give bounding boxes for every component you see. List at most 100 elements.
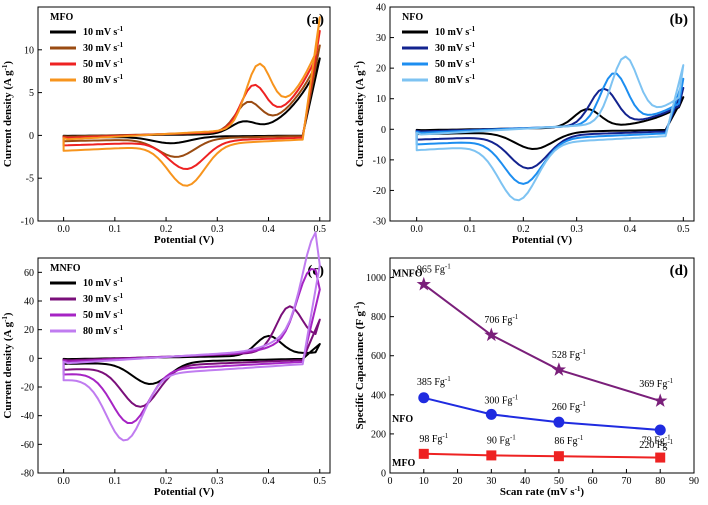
series-line-MNFO bbox=[423, 283, 661, 402]
y-tick-label: -20 bbox=[373, 186, 386, 197]
y-tick-label: 5 bbox=[29, 88, 34, 99]
data-point bbox=[553, 416, 565, 428]
y-tick-label: -40 bbox=[21, 411, 34, 422]
x-tick-label: 90 bbox=[689, 476, 699, 487]
x-tick-label: 0.4 bbox=[262, 476, 275, 487]
series-line-MFO bbox=[423, 452, 661, 459]
sample-label: MNFO bbox=[50, 263, 81, 274]
legend-label: 30 mV s-1 bbox=[435, 41, 476, 54]
legend-label: 30 mV s-1 bbox=[83, 41, 124, 54]
x-tick-label: 60 bbox=[588, 476, 598, 487]
x-axis-label: Scan rate (mV s-1) bbox=[500, 485, 585, 498]
legend-label: 50 mV s-1 bbox=[435, 57, 476, 70]
data-point bbox=[553, 451, 564, 462]
data-point bbox=[484, 327, 499, 342]
x-tick-label: 0.0 bbox=[410, 224, 423, 235]
y-axis-label: Specific Capacitance (F g-1) bbox=[353, 301, 366, 429]
series-name-label: MNFO bbox=[392, 268, 423, 279]
panel-d: 0 10 20 30 40 50 60 70 80 90 0 200 400 600 800 1000 Scan… bbox=[353, 257, 699, 498]
panel-label: (b) bbox=[670, 12, 688, 28]
panel-a: 0.0 0.1 0.2 0.3 0.4 0.5 -10 -5 0 5 10 Potential (V)… bbox=[1, 6, 331, 246]
x-tick-label: 0.1 bbox=[109, 224, 122, 235]
x-tick-label: 40 bbox=[520, 476, 530, 487]
y-tick-label: 40 bbox=[24, 297, 34, 308]
data-label: 369 Fg-1 bbox=[639, 377, 673, 390]
legend-label: 10 mV s-1 bbox=[83, 276, 124, 289]
y-tick-label: -10 bbox=[373, 155, 386, 166]
cv-curve-80mV bbox=[62, 231, 321, 442]
data-point bbox=[485, 408, 497, 420]
y-tick-label: 0 bbox=[29, 131, 34, 142]
legend-label: 80 mV s-1 bbox=[83, 73, 124, 86]
x-tick-label: 10 bbox=[419, 476, 429, 487]
y-tick-label: -80 bbox=[21, 469, 34, 480]
plot-frame bbox=[37, 6, 331, 222]
y-tick-label: 600 bbox=[371, 351, 386, 362]
data-label: 98 Fg-1 bbox=[419, 432, 448, 445]
y-tick-label: -20 bbox=[21, 383, 34, 394]
y-tick-label: 0 bbox=[381, 469, 386, 480]
legend-label: 10 mV s-1 bbox=[83, 25, 124, 38]
cv-curve-10mV bbox=[415, 96, 685, 150]
y-tick-label: 1000 bbox=[366, 273, 386, 284]
x-tick-label: 0.4 bbox=[624, 224, 637, 235]
panel-label: (d) bbox=[670, 263, 688, 279]
data-point bbox=[654, 424, 666, 436]
cv-curve-50mV bbox=[62, 268, 321, 424]
y-tick-label: 10 bbox=[24, 45, 34, 56]
y-axis-label: Current density (A g-1) bbox=[353, 61, 366, 168]
data-point bbox=[653, 393, 668, 407]
legend-label: 80 mV s-1 bbox=[83, 324, 124, 337]
y-tick-label: -10 bbox=[21, 217, 34, 228]
x-tick-label: 0.1 bbox=[109, 476, 122, 487]
x-tick-label: 0.5 bbox=[314, 224, 327, 235]
x-tick-label: 0.4 bbox=[262, 224, 275, 235]
series-line-NFO bbox=[423, 396, 661, 431]
y-tick-label: -30 bbox=[373, 217, 386, 228]
plot-frame bbox=[389, 6, 695, 222]
data-label: 220 Fg-1 bbox=[639, 438, 673, 451]
y-tick-label: 60 bbox=[24, 268, 34, 279]
x-axis-label: Potential (V) bbox=[512, 234, 573, 246]
x-tick-label: 70 bbox=[621, 476, 631, 487]
x-axis-label: Potential (V) bbox=[154, 486, 215, 498]
cv-curve-80mV bbox=[415, 55, 685, 202]
data-label: 260 Fg-1 bbox=[552, 400, 586, 413]
panel-label: (a) bbox=[307, 12, 325, 28]
x-tick-label: 0.3 bbox=[211, 224, 224, 235]
x-tick-label: 0.3 bbox=[570, 224, 583, 235]
data-point bbox=[551, 362, 566, 376]
y-tick-label: 20 bbox=[24, 325, 34, 336]
panel-c: 0.0 0.1 0.2 0.3 0.4 0.5 -80 -60 -40 -20 0 20 40 60 Pot… bbox=[1, 231, 331, 498]
y-tick-label: -60 bbox=[21, 440, 34, 451]
y-axis-label: Current density (A g-1) bbox=[1, 312, 14, 419]
y-tick-label: 30 bbox=[376, 33, 386, 44]
y-tick-label: 20 bbox=[376, 64, 386, 75]
x-tick-label: 0.5 bbox=[677, 224, 690, 235]
x-tick-label: 0.0 bbox=[57, 476, 70, 487]
y-tick-label: -5 bbox=[26, 174, 34, 185]
y-tick-label: 0 bbox=[29, 354, 34, 365]
x-axis-label: Potential (V) bbox=[154, 234, 215, 246]
data-label: 528 Fg-1 bbox=[552, 348, 586, 361]
y-axis-label: Current density (A g-1) bbox=[1, 61, 14, 168]
data-label: 965 Fg-1 bbox=[417, 262, 451, 275]
data-label: 90 Fg-1 bbox=[487, 433, 516, 446]
data-point bbox=[416, 276, 431, 291]
x-tick-label: 0.5 bbox=[314, 476, 327, 487]
y-tick-label: 40 bbox=[376, 3, 386, 14]
x-tick-label: 20 bbox=[453, 476, 463, 487]
sample-label: NFO bbox=[402, 12, 423, 23]
data-label: 86 Fg-1 bbox=[554, 434, 583, 447]
x-tick-label: 0.0 bbox=[57, 224, 70, 235]
x-tick-label: 0.2 bbox=[160, 476, 173, 487]
y-tick-label: 10 bbox=[376, 94, 386, 105]
legend-label: 30 mV s-1 bbox=[83, 292, 124, 305]
legend-label: 10 mV s-1 bbox=[435, 25, 476, 38]
x-tick-label: 0.2 bbox=[517, 224, 530, 235]
legend-label: 80 mV s-1 bbox=[435, 73, 476, 86]
plot-frame bbox=[37, 257, 331, 474]
x-tick-label: 0 bbox=[388, 476, 393, 487]
panel-b: 0.0 0.1 0.2 0.3 0.4 0.5 -30 -20 -10 0 10 20 30 40 Pote… bbox=[353, 3, 695, 246]
legend-label: 50 mV s-1 bbox=[83, 308, 124, 321]
